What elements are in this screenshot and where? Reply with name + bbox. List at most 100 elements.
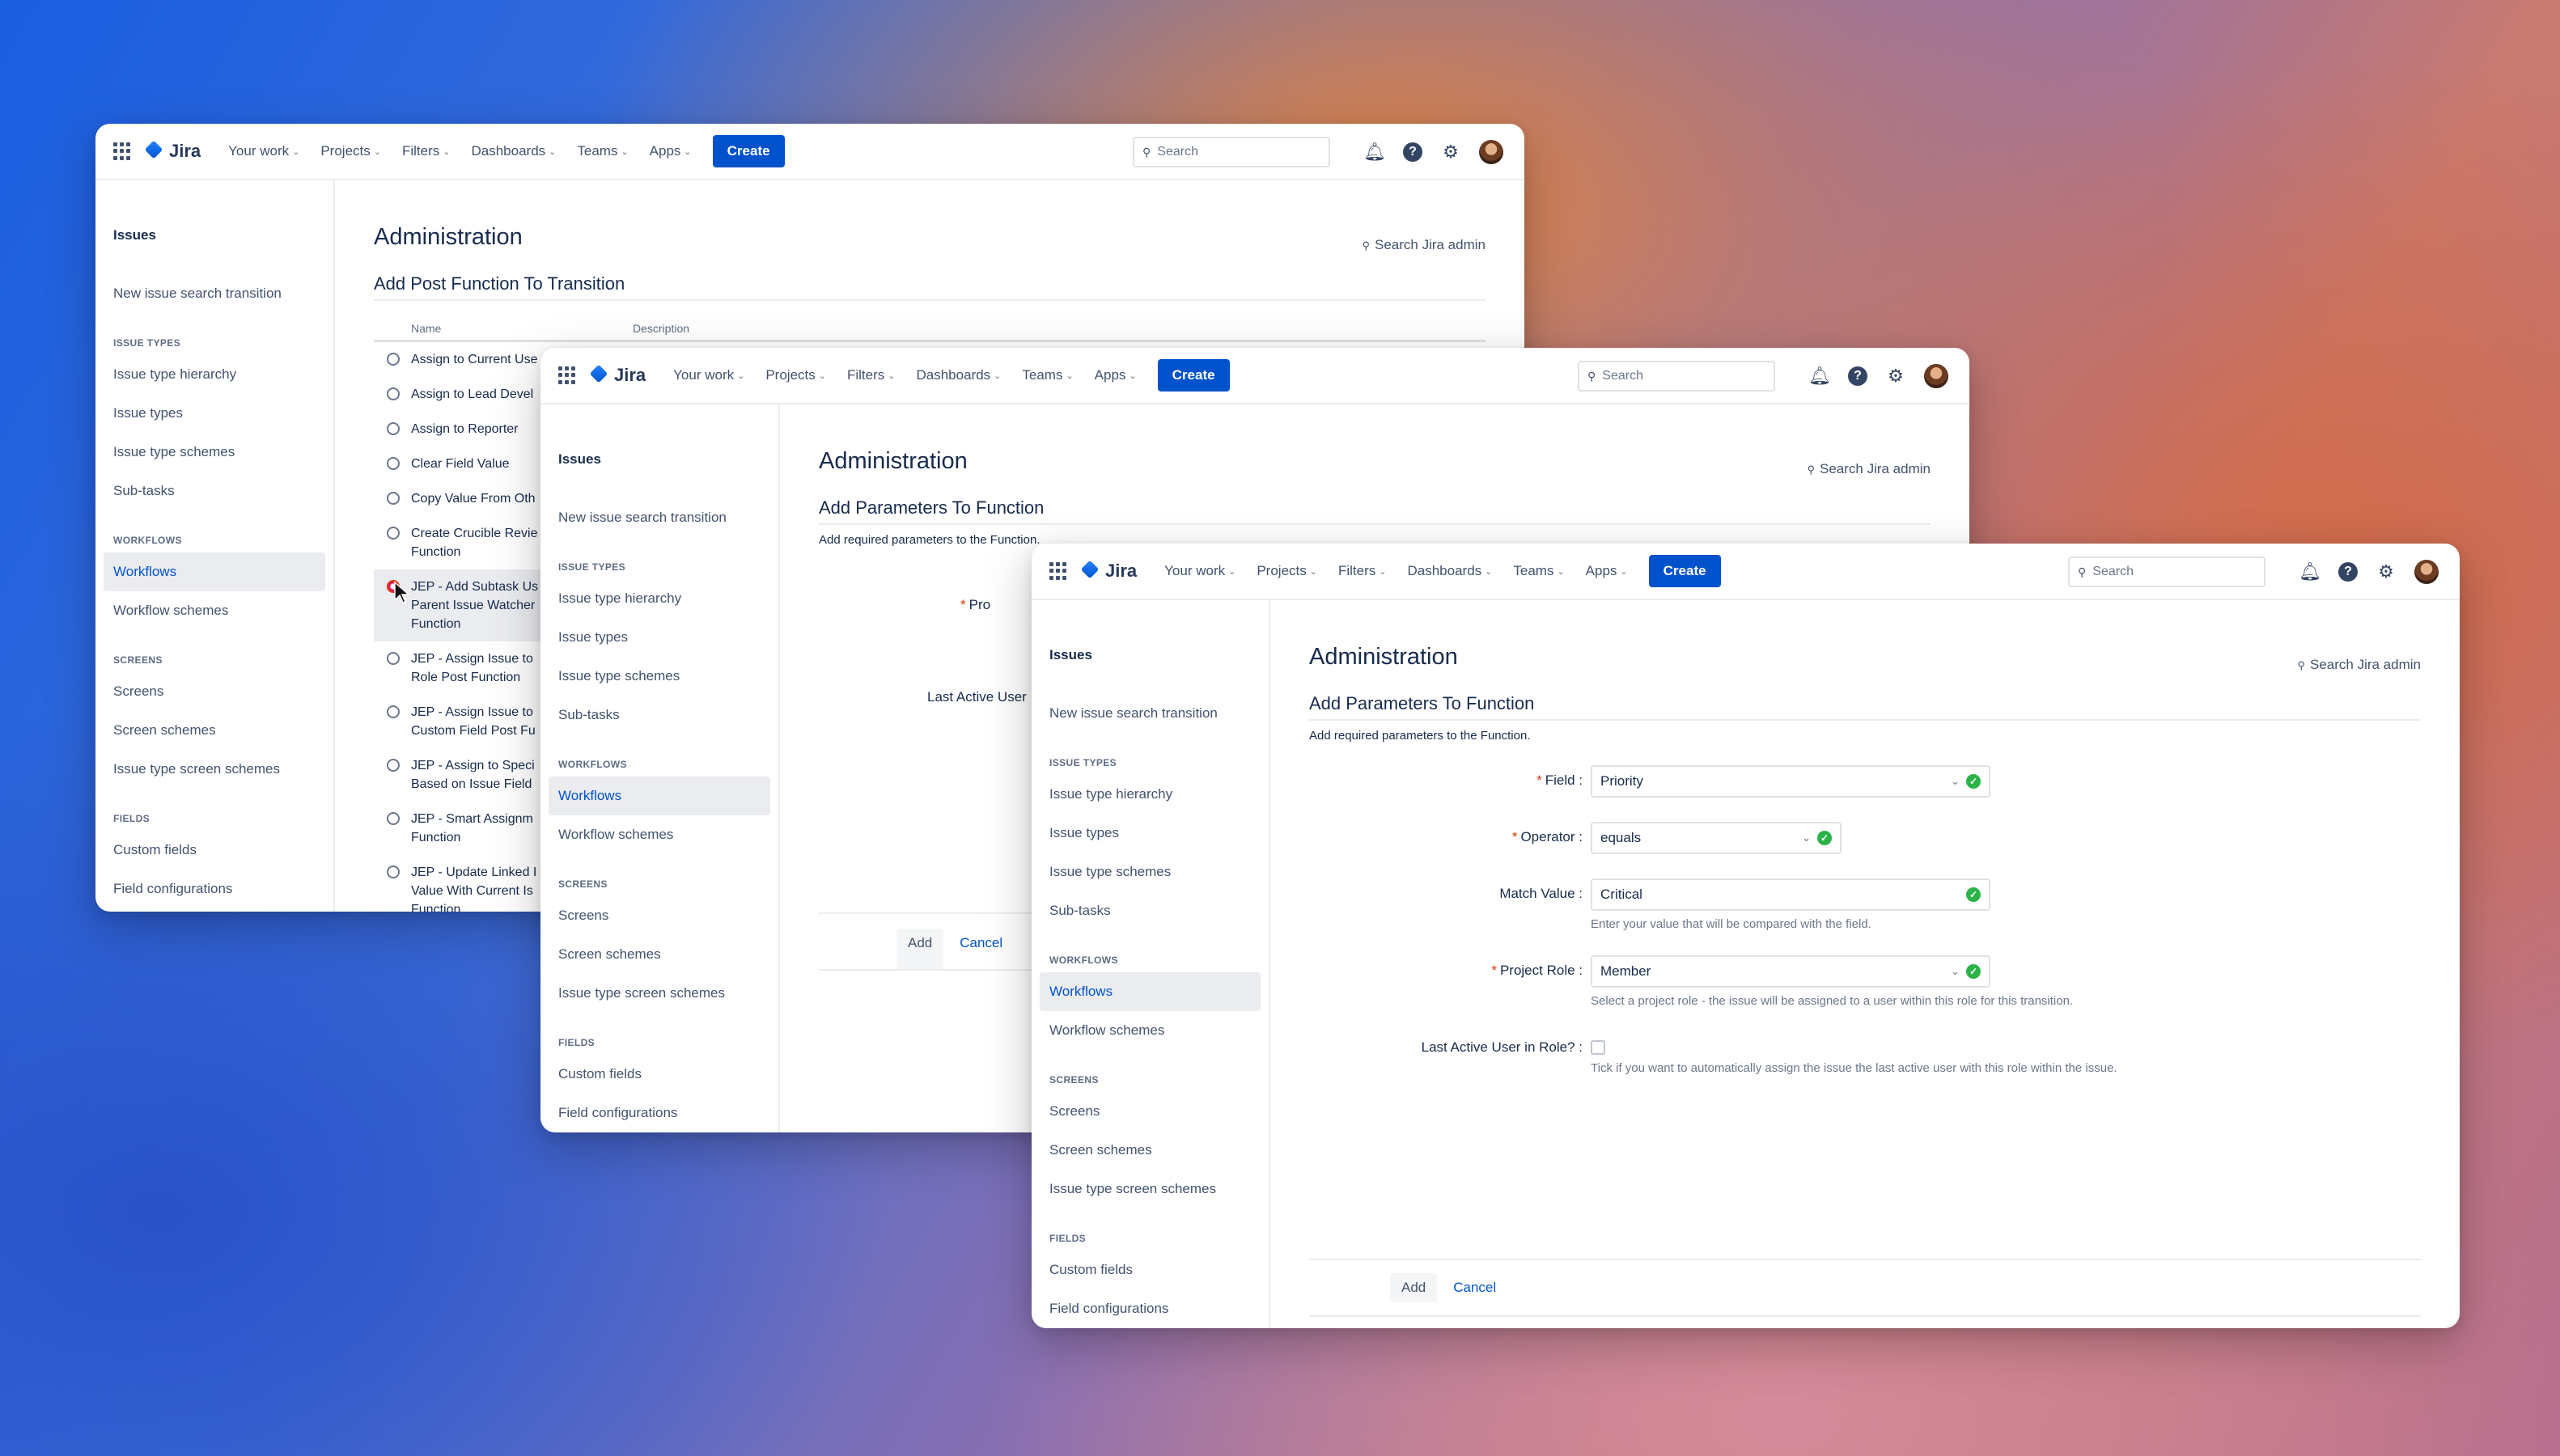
list-item[interactable]: Assign to Current Use [374, 342, 1486, 377]
jira-logo[interactable]: Jira [1080, 561, 1137, 582]
radio-button[interactable] [387, 457, 400, 470]
nav-apps[interactable]: Apps ⌄ [1585, 563, 1628, 578]
search-input[interactable]: ⚲ Search [1133, 137, 1330, 167]
sidebar-item-custom-fields[interactable]: Custom fields [558, 1066, 642, 1081]
nav-dashboards[interactable]: Dashboards ⌄ [471, 143, 557, 159]
radio-button[interactable] [387, 759, 400, 772]
nav-filters[interactable]: Filters ⌄ [846, 367, 896, 383]
search-input[interactable]: ⚲ Search [1578, 361, 1775, 392]
list-item[interactable]: Copy Value From Oth [374, 481, 1486, 516]
sidebar-item-sub-tasks[interactable]: Sub-tasks [1049, 903, 1111, 918]
nav-dashboards[interactable]: Dashboards ⌄ [916, 367, 1002, 383]
radio-button[interactable] [387, 866, 400, 878]
help-icon[interactable]: ? [1848, 366, 1867, 386]
list-item[interactable]: JEP - Update Linked I Value With Current… [374, 855, 1486, 912]
sidebar-item-screens[interactable]: Screens [558, 908, 609, 923]
sidebar-item-issue-types[interactable]: Issue types [1049, 825, 1119, 840]
avatar[interactable] [1924, 364, 1948, 388]
radio-button[interactable] [387, 353, 400, 366]
sidebar-item-field-configurations[interactable]: Field configurations [113, 881, 233, 896]
list-item[interactable]: Create Crucible Revie Function [374, 516, 1486, 569]
help-icon[interactable]: ? [1403, 142, 1422, 162]
sidebar-item-field-configurations[interactable]: Field configurations [558, 1105, 678, 1120]
radio-button[interactable] [387, 652, 400, 665]
nav-apps[interactable]: Apps ⌄ [649, 143, 692, 159]
create-button[interactable]: Create [1648, 555, 1721, 587]
nav-apps[interactable]: Apps ⌄ [1094, 367, 1137, 383]
search-jira-admin-link[interactable]: ⚲ Search Jira admin [1362, 237, 1486, 252]
sidebar-item-screen-schemes[interactable]: Screen schemes [558, 946, 661, 962]
create-button[interactable]: Create [1157, 359, 1230, 392]
sidebar-item-issue-type-hierarchy[interactable]: Issue type hierarchy [558, 590, 682, 606]
sidebar-item-screens[interactable]: Screens [113, 684, 164, 699]
search-jira-admin-link[interactable]: ⚲ Search Jira admin [2297, 657, 2421, 672]
gear-icon[interactable]: ⚙︎ [1443, 142, 1459, 162]
sidebar-item-workflows[interactable]: Workflows [549, 777, 770, 815]
radio-button[interactable] [387, 812, 400, 825]
nav-projects[interactable]: Projects ⌄ [765, 367, 826, 383]
nav-teams[interactable]: Teams ⌄ [577, 143, 629, 159]
match-value-input[interactable]: Critical ✓ [1591, 878, 1990, 911]
nav-filters[interactable]: Filters ⌄ [401, 143, 451, 159]
nav-filters[interactable]: Filters ⌄ [1337, 563, 1387, 578]
list-item[interactable]: Clear Field Value [374, 447, 1486, 481]
operator-select[interactable]: equals ⌄ ✓ [1591, 822, 1842, 854]
nav-projects[interactable]: Projects ⌄ [1257, 563, 1317, 578]
sidebar-item-issue-type-schemes[interactable]: Issue type schemes [1049, 864, 1172, 879]
sidebar-item-screen-schemes[interactable]: Screen schemes [113, 722, 216, 738]
jira-logo[interactable]: Jira [589, 365, 646, 386]
create-button[interactable]: Create [712, 135, 785, 167]
sidebar-item-issue-type-schemes[interactable]: Issue type schemes [558, 668, 680, 684]
radio-button[interactable] [387, 705, 400, 718]
gear-icon[interactable]: ⚙︎ [1888, 366, 1904, 386]
nav-your-work[interactable]: Your work ⌄ [228, 143, 300, 159]
notifications-icon[interactable]: 🔔︎ [2299, 561, 2321, 582]
nav-dashboards[interactable]: Dashboards ⌄ [1407, 563, 1493, 578]
sidebar-item-screen-schemes[interactable]: Screen schemes [1049, 1142, 1152, 1158]
sidebar-item-sub-tasks[interactable]: Sub-tasks [113, 483, 175, 498]
list-item[interactable]: JEP - Smart Assignm Function [374, 802, 1486, 855]
field-select[interactable]: Priority ⌄ ✓ [1591, 765, 1990, 798]
sidebar-item-issue-type-hierarchy[interactable]: Issue type hierarchy [1049, 786, 1173, 802]
list-item[interactable]: Assign to Reporter [374, 412, 1486, 447]
list-item[interactable]: JEP - Assign Issue to Role Post Function [374, 641, 1486, 695]
avatar[interactable] [1479, 140, 1503, 164]
list-item[interactable]: Assign to Lead Devel [374, 377, 1486, 412]
gear-icon[interactable]: ⚙︎ [2378, 561, 2394, 582]
cancel-button[interactable]: Cancel [960, 935, 1003, 950]
sidebar-item-sub-tasks[interactable]: Sub-tasks [558, 707, 620, 722]
nav-teams[interactable]: Teams ⌄ [1513, 563, 1565, 578]
search-input[interactable]: ⚲ Search [2068, 557, 2265, 587]
sidebar-item-custom-fields[interactable]: Custom fields [1049, 1262, 1133, 1277]
sidebar-item-new-issue-search[interactable]: New issue search transition [1049, 705, 1218, 721]
radio-button[interactable] [387, 492, 400, 505]
avatar[interactable] [2414, 560, 2439, 584]
sidebar-item-workflow-schemes[interactable]: Workflow schemes [1049, 1022, 1165, 1038]
sidebar-item-issue-type-screen-schemes[interactable]: Issue type screen schemes [558, 985, 725, 1001]
sidebar-item-workflow-schemes[interactable]: Workflow schemes [113, 603, 229, 618]
sidebar-item-screens[interactable]: Screens [1049, 1103, 1100, 1119]
list-item[interactable]: JEP - Assign Issue to Custom Field Post … [374, 695, 1486, 748]
sidebar-item-issue-types[interactable]: Issue types [113, 405, 183, 421]
sidebar-item-custom-fields[interactable]: Custom fields [113, 842, 197, 857]
radio-button[interactable] [387, 387, 400, 400]
sidebar-item-issue-type-screen-schemes[interactable]: Issue type screen schemes [113, 761, 280, 777]
nav-your-work[interactable]: Your work ⌄ [673, 367, 745, 383]
sidebar-item-issue-type-screen-schemes[interactable]: Issue type screen schemes [1049, 1181, 1216, 1196]
nav-teams[interactable]: Teams ⌄ [1022, 367, 1074, 383]
nav-projects[interactable]: Projects ⌄ [320, 143, 381, 159]
notifications-icon[interactable]: 🔔︎ [1363, 142, 1386, 162]
notifications-icon[interactable]: 🔔︎ [1808, 366, 1831, 386]
sidebar-item-new-issue-search[interactable]: New issue search transition [558, 510, 727, 525]
app-switcher-icon[interactable] [558, 366, 576, 384]
sidebar-item-issue-type-schemes[interactable]: Issue type schemes [113, 444, 235, 459]
nav-your-work[interactable]: Your work ⌄ [1164, 563, 1236, 578]
app-switcher-icon[interactable] [113, 142, 131, 160]
jira-logo[interactable]: Jira [144, 141, 201, 162]
add-button[interactable]: Add [1390, 1273, 1438, 1302]
sidebar-item-new-issue-search[interactable]: New issue search transition [113, 286, 282, 301]
project-role-select[interactable]: Member ⌄ ✓ [1591, 955, 1990, 988]
sidebar-item-issue-types[interactable]: Issue types [558, 629, 628, 645]
sidebar-item-field-configurations[interactable]: Field configurations [1049, 1301, 1169, 1316]
app-switcher-icon[interactable] [1049, 562, 1067, 580]
